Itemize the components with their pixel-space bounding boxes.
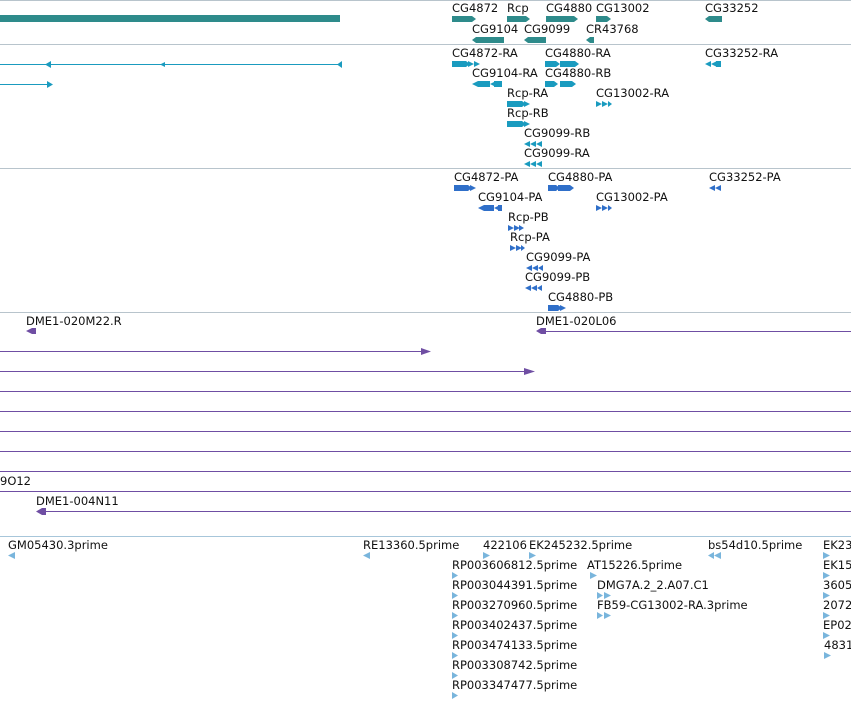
est-label-bs54d10[interactable]: bs54d10.5prime <box>708 538 803 552</box>
mrna-label-cg13002-ra[interactable]: CG13002-RA <box>596 86 670 100</box>
gene-label-cr43768[interactable]: CR43768 <box>586 22 639 36</box>
track-separator-mrna-protein <box>0 168 851 169</box>
clone-label-dme1-004n11[interactable]: DME1-004N11 <box>36 494 119 508</box>
mrna-label-cg9104-ra[interactable]: CG9104-RA <box>472 66 538 80</box>
gene-label-cg4880[interactable]: CG4880 <box>546 1 593 15</box>
protein-label-cg4880-pa[interactable]: CG4880-PA <box>548 170 613 184</box>
est-label-rp003402437[interactable]: RP003402437.5prime <box>452 618 578 632</box>
track-separator-gene-mrna <box>0 44 851 45</box>
protein-label-cg13002-pa[interactable]: CG13002-PA <box>596 190 668 204</box>
track-separator-protein-clone <box>0 312 851 313</box>
est-label-fb59-cg13002[interactable]: FB59-CG13002-RA.3prime <box>597 598 748 612</box>
protein-label-cg9104-pa[interactable]: CG9104-PA <box>478 190 543 204</box>
gene-feature-bar[interactable] <box>0 15 340 22</box>
est-label-at15226[interactable]: AT15226.5prime <box>587 558 683 572</box>
protein-label-cg33252-pa[interactable]: CG33252-PA <box>709 170 781 184</box>
clone-label-dme1-020m22r[interactable]: DME1-020M22.R <box>26 314 122 328</box>
mrna-label-rcp-ra[interactable]: Rcp-RA <box>507 86 549 100</box>
mrna-glyphs <box>0 61 721 167</box>
gene-label-cg9104[interactable]: CG9104 <box>472 22 519 36</box>
est-label-3605[interactable]: 3605 <box>823 578 851 592</box>
gene-label-cg13002[interactable]: CG13002 <box>596 1 650 15</box>
est-label-422106[interactable]: 422106 <box>483 538 527 552</box>
mrna-label-cg33252-ra[interactable]: CG33252-RA <box>705 46 779 60</box>
est-label-rp003270960[interactable]: RP003270960.5prime <box>452 598 578 612</box>
est-label-gm05430[interactable]: GM05430.3prime <box>8 538 108 552</box>
clone-glyphs <box>0 328 851 515</box>
est-label-ek15[interactable]: EK15 <box>823 558 851 572</box>
track-separator-top <box>0 0 851 1</box>
gene-label-cg4872[interactable]: CG4872 <box>452 1 499 15</box>
gene-label-cg33252[interactable]: CG33252 <box>705 1 759 15</box>
gene-label-rcp[interactable]: Rcp <box>507 1 529 15</box>
est-label-4831[interactable]: 4831 <box>824 638 851 652</box>
mrna-label-cg4880-rb[interactable]: CG4880-RB <box>545 66 612 80</box>
gene-label-cg9099[interactable]: CG9099 <box>524 22 571 36</box>
mrna-label-cg9099-ra[interactable]: CG9099-RA <box>524 146 590 160</box>
est-label-rp003308742[interactable]: RP003308742.5prime <box>452 658 578 672</box>
mrna-label-cg4872-ra[interactable]: CG4872-RA <box>452 46 518 60</box>
track-separator-clone-est <box>0 536 851 537</box>
est-label-ek245232[interactable]: EK245232.5prime <box>529 538 633 552</box>
protein-label-rcp-pb[interactable]: Rcp-PB <box>508 210 549 224</box>
est-label-dmg7a[interactable]: DMG7A.2_2.A07.C1 <box>597 578 709 592</box>
protein-glyphs <box>454 185 721 311</box>
est-label-re13360[interactable]: RE13360.5prime <box>363 538 460 552</box>
mrna-label-rcp-rb[interactable]: Rcp-RB <box>507 106 549 120</box>
est-label-rp003606812[interactable]: RP003606812.5prime <box>452 558 578 572</box>
est-label-2072[interactable]: 2072 <box>823 598 851 612</box>
protein-label-cg9099-pa[interactable]: CG9099-PA <box>526 250 591 264</box>
est-label-rp003347477[interactable]: RP003347477.5prime <box>452 678 578 692</box>
mrna-label-cg9099-rb[interactable]: CG9099-RB <box>524 126 591 140</box>
est-label-ep02[interactable]: EP02 <box>823 618 851 632</box>
est-label-rp003044391[interactable]: RP003044391.5prime <box>452 578 578 592</box>
mrna-label-cg4880-ra[interactable]: CG4880-RA <box>545 46 611 60</box>
est-label-rp003474133[interactable]: RP003474133.5prime <box>452 638 578 652</box>
protein-label-cg4880-pb[interactable]: CG4880-PB <box>548 290 614 304</box>
est-label-ek23[interactable]: EK23 <box>823 538 851 552</box>
protein-label-cg9099-pb[interactable]: CG9099-PB <box>525 270 591 284</box>
clone-label-dme1-020l06[interactable]: DME1-020L06 <box>536 314 617 328</box>
clone-label-9o12[interactable]: 9O12 <box>0 474 32 488</box>
protein-label-cg4872-pa[interactable]: CG4872-PA <box>454 170 519 184</box>
gene-glyphs <box>452 16 722 43</box>
protein-label-rcp-pa[interactable]: Rcp-PA <box>510 230 550 244</box>
